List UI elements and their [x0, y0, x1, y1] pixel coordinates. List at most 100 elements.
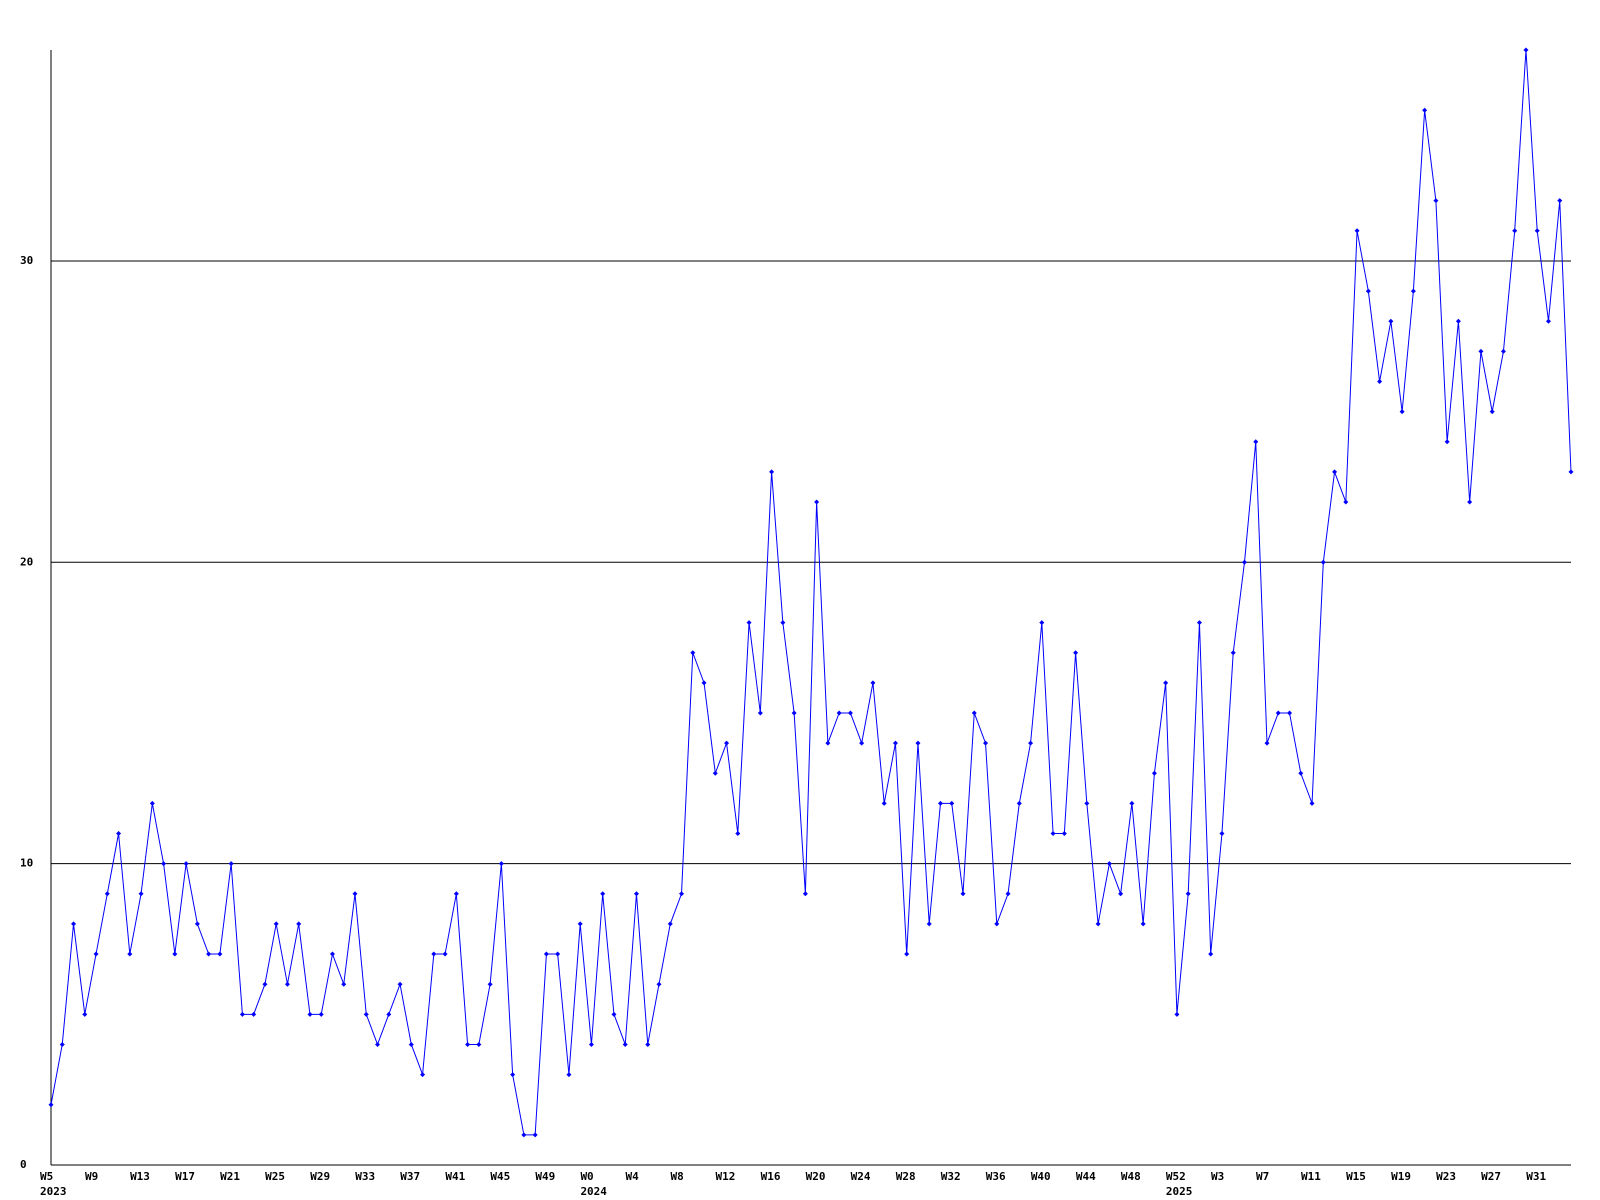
x-tick-label: W5	[40, 1170, 53, 1183]
data-point	[206, 951, 212, 957]
data-point	[375, 1041, 381, 1047]
data-point	[442, 951, 448, 957]
data-point	[1174, 1011, 1180, 1017]
data-point	[1309, 800, 1315, 806]
data-point	[408, 1041, 414, 1047]
data-point	[1489, 409, 1495, 415]
data-point	[1478, 348, 1484, 354]
data-point	[802, 891, 808, 897]
x-tick-label: W49	[535, 1170, 555, 1183]
data-point	[59, 1041, 65, 1047]
x-tick-label: W16	[761, 1170, 781, 1183]
data-point	[1399, 409, 1405, 415]
data-point	[262, 981, 268, 987]
data-point	[825, 740, 831, 746]
data-point	[735, 831, 741, 837]
data-point	[104, 891, 110, 897]
data-point	[273, 921, 279, 927]
data-point	[127, 951, 133, 957]
data-point	[1219, 831, 1225, 837]
x-tick-label: W52	[1166, 1170, 1186, 1183]
data-point	[1422, 107, 1428, 113]
data-point	[1253, 439, 1259, 445]
data-point	[836, 710, 842, 716]
data-point	[532, 1132, 538, 1138]
data-point	[1061, 831, 1067, 837]
x-tick-label: W27	[1481, 1170, 1501, 1183]
data-point	[1028, 740, 1034, 746]
y-tick-label: 0	[20, 1158, 27, 1171]
data-point	[329, 951, 335, 957]
data-point	[498, 861, 504, 867]
data-point	[724, 740, 730, 746]
data-point	[904, 951, 910, 957]
data-point	[1118, 891, 1124, 897]
data-point	[93, 951, 99, 957]
data-point	[1354, 228, 1360, 234]
data-point	[1039, 620, 1045, 626]
x-tick-label: W15	[1346, 1170, 1366, 1183]
data-point	[1095, 921, 1101, 927]
data-point	[1050, 831, 1056, 837]
y-tick-label: 20	[20, 555, 33, 568]
data-point	[352, 891, 358, 897]
x-tick-label: W23	[1436, 1170, 1456, 1183]
data-point	[251, 1011, 257, 1017]
data-point	[645, 1041, 651, 1047]
data-point	[1084, 800, 1090, 806]
y-tick-label: 30	[20, 254, 33, 267]
data-point	[465, 1041, 471, 1047]
data-point	[543, 951, 549, 957]
data-point	[656, 981, 662, 987]
data-point	[284, 981, 290, 987]
x-tick-label: W3	[1211, 1170, 1224, 1183]
data-point	[296, 921, 302, 927]
data-point	[318, 1011, 324, 1017]
x-tick-label: W20	[806, 1170, 826, 1183]
x-tick-label: W8	[671, 1170, 684, 1183]
data-point	[1073, 650, 1079, 656]
data-point	[1332, 469, 1338, 475]
data-point	[1410, 288, 1416, 294]
data-point	[870, 680, 876, 686]
data-point	[859, 740, 865, 746]
data-point	[386, 1011, 392, 1017]
data-point	[1534, 228, 1540, 234]
x-tick-label: W9	[85, 1170, 98, 1183]
data-point	[791, 710, 797, 716]
data-point	[847, 710, 853, 716]
x-tick-label: W25	[265, 1170, 285, 1183]
data-point	[1545, 318, 1551, 324]
data-point	[1163, 680, 1169, 686]
data-point	[82, 1011, 88, 1017]
data-point	[1455, 318, 1461, 324]
data-point	[701, 680, 707, 686]
data-point	[679, 891, 685, 897]
data-point	[1208, 951, 1214, 957]
data-point	[1241, 559, 1247, 565]
data-point	[769, 469, 775, 475]
x-tick-label: W45	[490, 1170, 510, 1183]
data-point	[476, 1041, 482, 1047]
data-point	[1298, 770, 1304, 776]
data-point	[1005, 891, 1011, 897]
x-tick-label: W13	[130, 1170, 150, 1183]
x-tick-label: W28	[896, 1170, 916, 1183]
x-tick-label: W4	[625, 1170, 639, 1183]
data-point	[397, 981, 403, 987]
data-point	[971, 710, 977, 716]
x-tick-label: W32	[941, 1170, 961, 1183]
data-point	[577, 921, 583, 927]
data-point	[1388, 318, 1394, 324]
data-point	[949, 800, 955, 806]
data-point	[1129, 800, 1135, 806]
data-point	[915, 740, 921, 746]
x-tick-label: W21	[220, 1170, 240, 1183]
x-tick-label: W40	[1031, 1170, 1051, 1183]
data-point	[960, 891, 966, 897]
x-tick-label: W48	[1121, 1170, 1141, 1183]
data-point	[1500, 348, 1506, 354]
data-point	[307, 1011, 313, 1017]
data-point	[690, 650, 696, 656]
